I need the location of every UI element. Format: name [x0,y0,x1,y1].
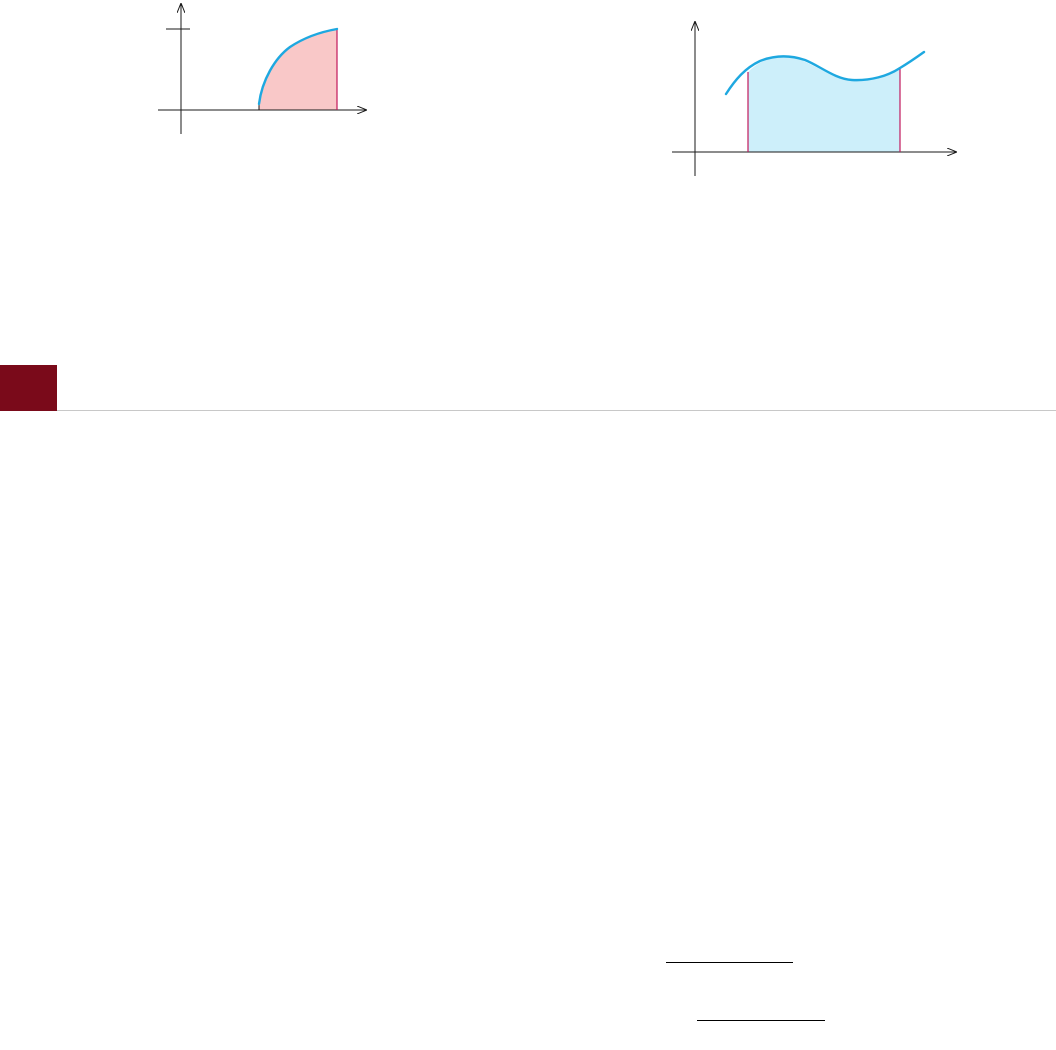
right-graph [672,22,956,176]
left-curve [257,27,339,106]
section-marker [0,365,57,411]
figures-canvas [158,0,1056,176]
section-divider [57,410,1056,411]
fraction-bar-2 [697,1020,825,1022]
left-graph [158,4,366,134]
fraction-bar-1 [666,962,793,964]
left-shaded-region [259,29,337,110]
right-curve [724,50,926,96]
